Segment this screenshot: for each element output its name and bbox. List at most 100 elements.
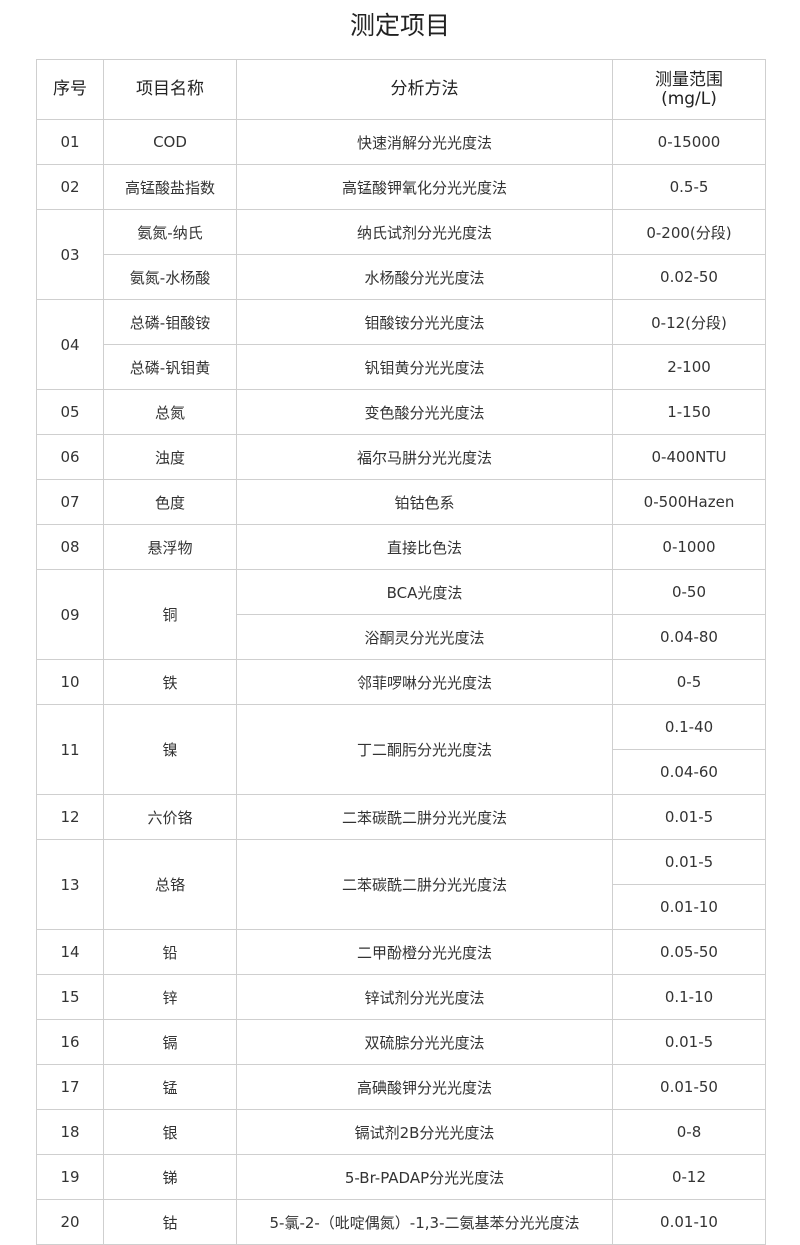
cell-method: 二苯碳酰二肼分光光度法 (236, 794, 613, 840)
cell-range: 0-12(分段) (612, 299, 766, 345)
cell-range: 0.05-50 (612, 929, 766, 975)
cell-method: 福尔马肼分光光度法 (236, 434, 613, 480)
cell-method: 镉试剂2B分光光度法 (236, 1109, 613, 1155)
cell-name: 氨氮-水杨酸 (103, 254, 237, 300)
cell-method: 钼酸铵分光光度法 (236, 299, 613, 345)
cell-method: 5-Br-PADAP分光光度法 (236, 1154, 613, 1200)
cell-method: 二甲酚橙分光光度法 (236, 929, 613, 975)
cell-name: COD (103, 119, 237, 165)
cell-method: 变色酸分光光度法 (236, 389, 613, 435)
cell-name: 总磷-钼酸铵 (103, 299, 237, 345)
cell-method: 快速消解分光光度法 (236, 119, 613, 165)
cell-method: 纳氏试剂分光光度法 (236, 209, 613, 255)
cell-name: 色度 (103, 479, 237, 525)
cell-range: 0-5 (612, 659, 766, 705)
cell-name: 锑 (103, 1154, 237, 1200)
cell-range: 2-100 (612, 344, 766, 390)
cell-range: 0-500Hazen (612, 479, 766, 525)
cell-name: 钴 (103, 1199, 237, 1245)
cell-range: 0-50 (612, 569, 766, 615)
table-row: 07 色度 铂钴色系 0-500Hazen (36, 479, 766, 525)
cell-no: 02 (36, 164, 104, 210)
cell-name: 铜 (103, 569, 237, 660)
cell-method: 5-氯-2-（吡啶偶氮）-1,3-二氨基苯分光光度法 (236, 1199, 613, 1245)
cell-no: 05 (36, 389, 104, 435)
table-row: 浴酮灵分光光度法 0.04-80 (37, 614, 766, 660)
cell-no: 13 (36, 839, 104, 930)
table-row: 10 铁邻菲啰啉分光光度法 0-5 (36, 659, 766, 705)
cell-range: 0.1-40 (612, 704, 766, 750)
cell-method: 水杨酸分光光度法 (236, 254, 613, 300)
cell-range: 0-200(分段) (612, 209, 766, 255)
cell-method: 钒钼黄分光光度法 (236, 344, 613, 390)
table-row: 06 浊度 福尔马肼分光光度法 0-400NTU (36, 434, 766, 480)
table-row: 0.01-10 (37, 884, 766, 930)
cell-no: 12 (36, 794, 104, 840)
cell-name: 高锰酸盐指数 (103, 164, 237, 210)
table-row: 09 铜 BCA光度法 0-50 (36, 569, 766, 660)
table-row: 11 镍丁二酮肟分光光度法 0.1-40 (36, 704, 766, 795)
cell-name: 银 (103, 1109, 237, 1155)
header-method: 分析方法 (236, 59, 613, 120)
cell-range: 0.5-5 (612, 164, 766, 210)
cell-name: 镍 (103, 704, 237, 795)
cell-range: 0-400NTU (612, 434, 766, 480)
cell-method: 铂钴色系 (236, 479, 613, 525)
cell-no: 19 (36, 1154, 104, 1200)
cell-name: 镉 (103, 1019, 237, 1065)
cell-method: 邻菲啰啉分光光度法 (236, 659, 613, 705)
cell-name: 悬浮物 (103, 524, 237, 570)
cell-range: 0.04-60 (612, 749, 766, 795)
cell-no: 15 (36, 974, 104, 1020)
table-row: 12 六价铬 二苯碳酰二肼分光光度法 0.01-5 (36, 794, 766, 840)
table-header-row: 序号 项目名称 分析方法 测量范围 (mg/L) (36, 59, 766, 120)
table-row: 05 总氮 变色酸分光光度法 1-150 (36, 389, 766, 435)
header-range-label: 测量范围 (655, 69, 723, 90)
cell-name: 锰 (103, 1064, 237, 1110)
cell-range: 0.01-5 (612, 1019, 766, 1065)
table-row: 03 氨氮-纳氏 纳氏试剂分光光度法 0-200(分段) (36, 209, 766, 300)
cell-method: 高碘酸钾分光光度法 (236, 1064, 613, 1110)
table-row: 13 总铬 二苯碳酰二肼分光光度法 0.01-5 (36, 839, 766, 930)
cell-no: 16 (36, 1019, 104, 1065)
table-row: 19 锑 5-Br-PADAP分光光度法 0-12 (36, 1154, 766, 1200)
table-row: 氨氮-水杨酸 水杨酸分光光度法 0.02-50 (37, 254, 766, 300)
cell-name: 锌 (103, 974, 237, 1020)
header-no: 序号 (36, 59, 104, 120)
cell-name: 总磷-钒钼黄 (103, 344, 237, 390)
cell-range: 0-1000 (612, 524, 766, 570)
cell-no: 10 (36, 659, 104, 705)
cell-method: 锌试剂分光光度法 (236, 974, 613, 1020)
measurement-table: 序号 项目名称 分析方法 测量范围 (mg/L) 01 COD 快速消解分光光度法 0-… (36, 59, 766, 1245)
cell-range: 0.01-5 (612, 794, 766, 840)
cell-no: 04 (36, 299, 104, 390)
table-row: 16 镉双硫腙分光光度法 0.01-5 (36, 1019, 766, 1065)
cell-range: 0-12 (612, 1154, 766, 1200)
cell-no: 14 (36, 929, 104, 975)
cell-range: 0.1-10 (612, 974, 766, 1020)
cell-method: 二苯碳酰二肼分光光度法 (236, 839, 613, 930)
cell-no: 20 (36, 1199, 104, 1245)
cell-name: 总铬 (103, 839, 237, 930)
table-row: 08 悬浮物 直接比色法 0-1000 (36, 524, 766, 570)
cell-no: 03 (36, 209, 104, 300)
cell-range: 0-8 (612, 1109, 766, 1155)
cell-method: BCA光度法 (236, 569, 613, 615)
table-row: 01 COD 快速消解分光光度法 0-15000 (36, 119, 766, 165)
cell-no: 08 (36, 524, 104, 570)
cell-no: 09 (36, 569, 104, 660)
cell-method: 高锰酸钾氧化分光光度法 (236, 164, 613, 210)
cell-name: 浊度 (103, 434, 237, 480)
cell-method: 直接比色法 (236, 524, 613, 570)
cell-no: 17 (36, 1064, 104, 1110)
cell-method: 浴酮灵分光光度法 (236, 614, 613, 660)
table-row: 总磷-钒钼黄 钒钼黄分光光度法 2-100 (37, 344, 766, 390)
cell-no: 06 (36, 434, 104, 480)
cell-range: 1-150 (612, 389, 766, 435)
cell-range: 0-15000 (612, 119, 766, 165)
cell-range: 0.01-10 (612, 1199, 766, 1245)
cell-no: 07 (36, 479, 104, 525)
header-range-unit: (mg/L) (661, 88, 717, 109)
cell-no: 01 (36, 119, 104, 165)
table-row: 18 银镉试剂2B分光光度法 0-8 (36, 1109, 766, 1155)
